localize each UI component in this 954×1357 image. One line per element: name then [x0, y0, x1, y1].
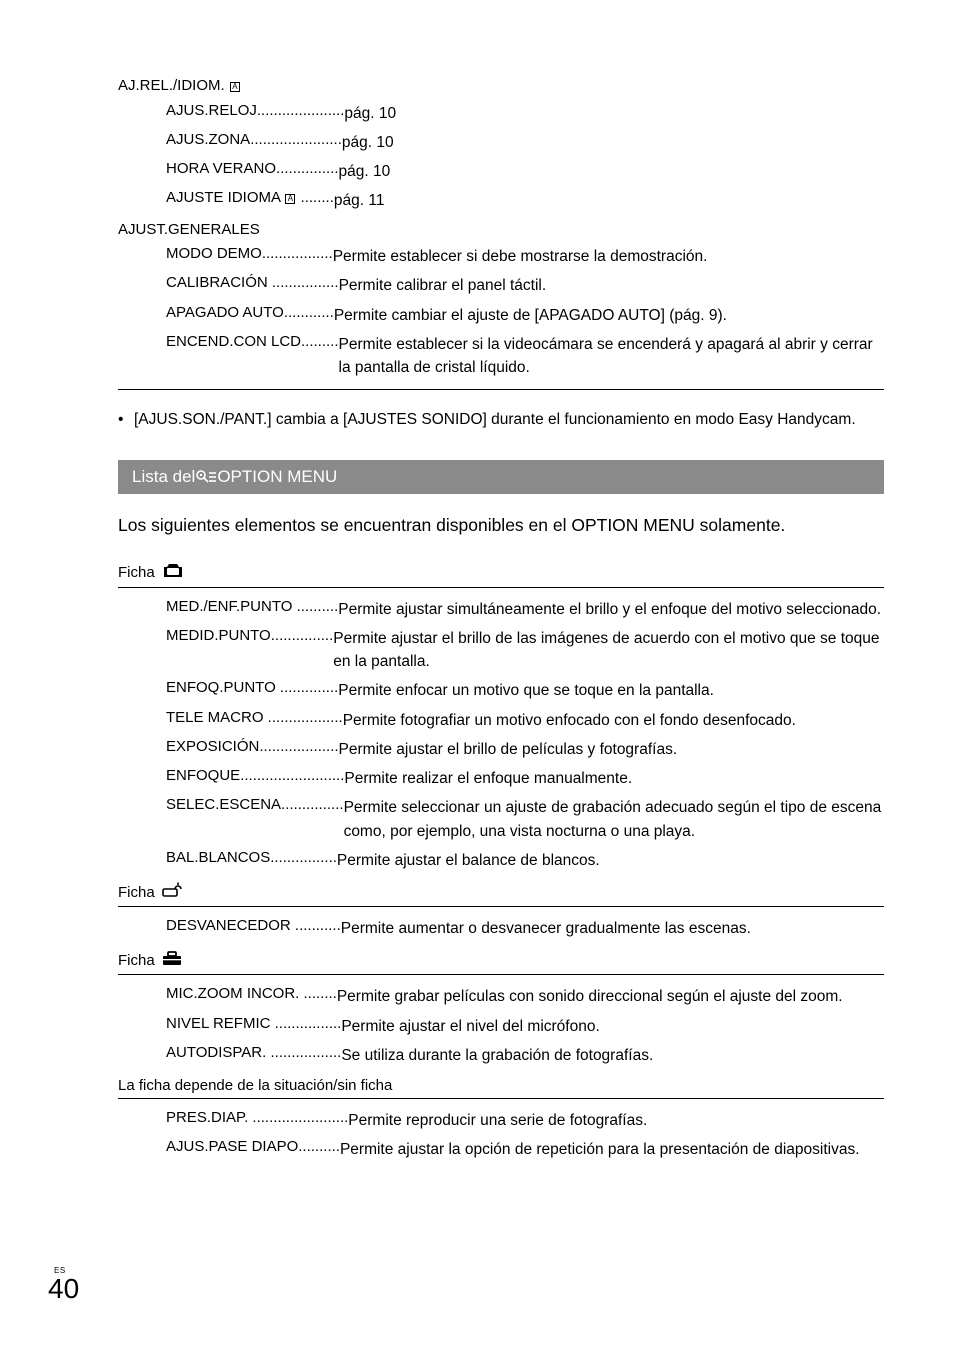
- page-number: 40: [48, 1273, 79, 1305]
- row: ENCEND.CON LCD......... Permite establec…: [166, 333, 884, 380]
- option-menu-header: Lista del OPTION MENU: [118, 460, 884, 494]
- row: NIVEL REFMIC ................Permite aju…: [166, 1015, 884, 1038]
- row: DESVANECEDOR ...........Permite aumentar…: [166, 917, 884, 940]
- row: HORA VERANO............... pág. 10: [166, 160, 884, 183]
- group-label: AJ.REL./IDIOM. A: [118, 75, 241, 98]
- tab-rows: PRES.DIAP. .......................Permit…: [118, 1109, 884, 1162]
- row: SELEC.ESCENA...............Permite selec…: [166, 796, 884, 843]
- tab-header: La ficha depende de la situación/sin fic…: [118, 1077, 884, 1094]
- tab-rows: MIC.ZOOM INCOR. ........Permite grabar p…: [118, 985, 884, 1067]
- row: MED./ENF.PUNTO ..........Permite ajustar…: [166, 598, 884, 621]
- tab-label: Ficha: [118, 564, 155, 581]
- fader-tab-icon: [161, 882, 183, 902]
- note: • [AJUS.SON./PANT.] cambia a [AJUSTES SO…: [118, 408, 884, 432]
- divider: [118, 587, 884, 588]
- divider: [118, 906, 884, 907]
- row: MODO DEMO................. Permite estab…: [166, 245, 884, 268]
- tab-rows: DESVANECEDOR ...........Permite aumentar…: [118, 917, 884, 940]
- bullet-icon: •: [118, 408, 134, 432]
- row: PRES.DIAP. .......................Permit…: [166, 1109, 884, 1132]
- row: ENFOQ.PUNTO ..............Permite enfoca…: [166, 679, 884, 702]
- divider: [118, 1098, 884, 1099]
- tab-header: Ficha: [118, 563, 884, 583]
- tab-label: Ficha: [118, 884, 155, 901]
- note-text: [AJUS.SON./PANT.] cambia a [AJUSTES SONI…: [134, 408, 856, 432]
- group-rows: MODO DEMO................. Permite estab…: [118, 245, 884, 379]
- row: AJUSTE IDIOMA A ........ pág. 11: [166, 189, 884, 212]
- tab-header: Ficha: [118, 882, 884, 902]
- group-rows: AJUS.RELOJ..................... pág. 10 …: [118, 102, 884, 213]
- row: AJUS.ZONA...................... pág. 10: [166, 131, 884, 154]
- manual-tab-icon: [161, 563, 185, 583]
- clock-lang-group: AJ.REL./IDIOM. A AJUS.RELOJ.............…: [118, 75, 884, 379]
- row: TELE MACRO ..................Permite fot…: [166, 709, 884, 732]
- row: ENFOQUE.........................Permite …: [166, 767, 884, 790]
- divider: [118, 974, 884, 975]
- tab-label: La ficha depende de la situación/sin fic…: [118, 1077, 392, 1094]
- tab-rows: MED./ENF.PUNTO ..........Permite ajustar…: [118, 598, 884, 873]
- row: CALIBRACIÓN ................ Permite cal…: [166, 274, 884, 297]
- tab-header: Ficha: [118, 950, 884, 970]
- row: EXPOSICIÓN...................Permite aju…: [166, 738, 884, 761]
- header-label: OPTION MENU: [217, 467, 337, 487]
- a-icon: A: [285, 194, 295, 204]
- toolbox-tab-icon: [161, 950, 183, 970]
- row: MEDID.PUNTO...............Permite ajusta…: [166, 627, 884, 674]
- row: APAGADO AUTO............ Permite cambiar…: [166, 304, 884, 327]
- option-menu-icon: [195, 470, 213, 485]
- intro-text: Los siguientes elementos se encuentran d…: [118, 512, 884, 538]
- row: BAL.BLANCOS................Permite ajust…: [166, 849, 884, 872]
- row: AUTODISPAR. .................Se utiliza …: [166, 1044, 884, 1067]
- divider: [118, 389, 884, 390]
- row: MIC.ZOOM INCOR. ........Permite grabar p…: [166, 985, 884, 1008]
- header-prefix: Lista del: [132, 467, 195, 487]
- tab-label: Ficha: [118, 952, 155, 969]
- a-icon: A: [230, 82, 240, 92]
- row: AJUS.RELOJ..................... pág. 10: [166, 102, 884, 125]
- group-label: AJUST.GENERALES: [118, 219, 260, 242]
- row: AJUS.PASE DIAPO..........Permite ajustar…: [166, 1138, 884, 1161]
